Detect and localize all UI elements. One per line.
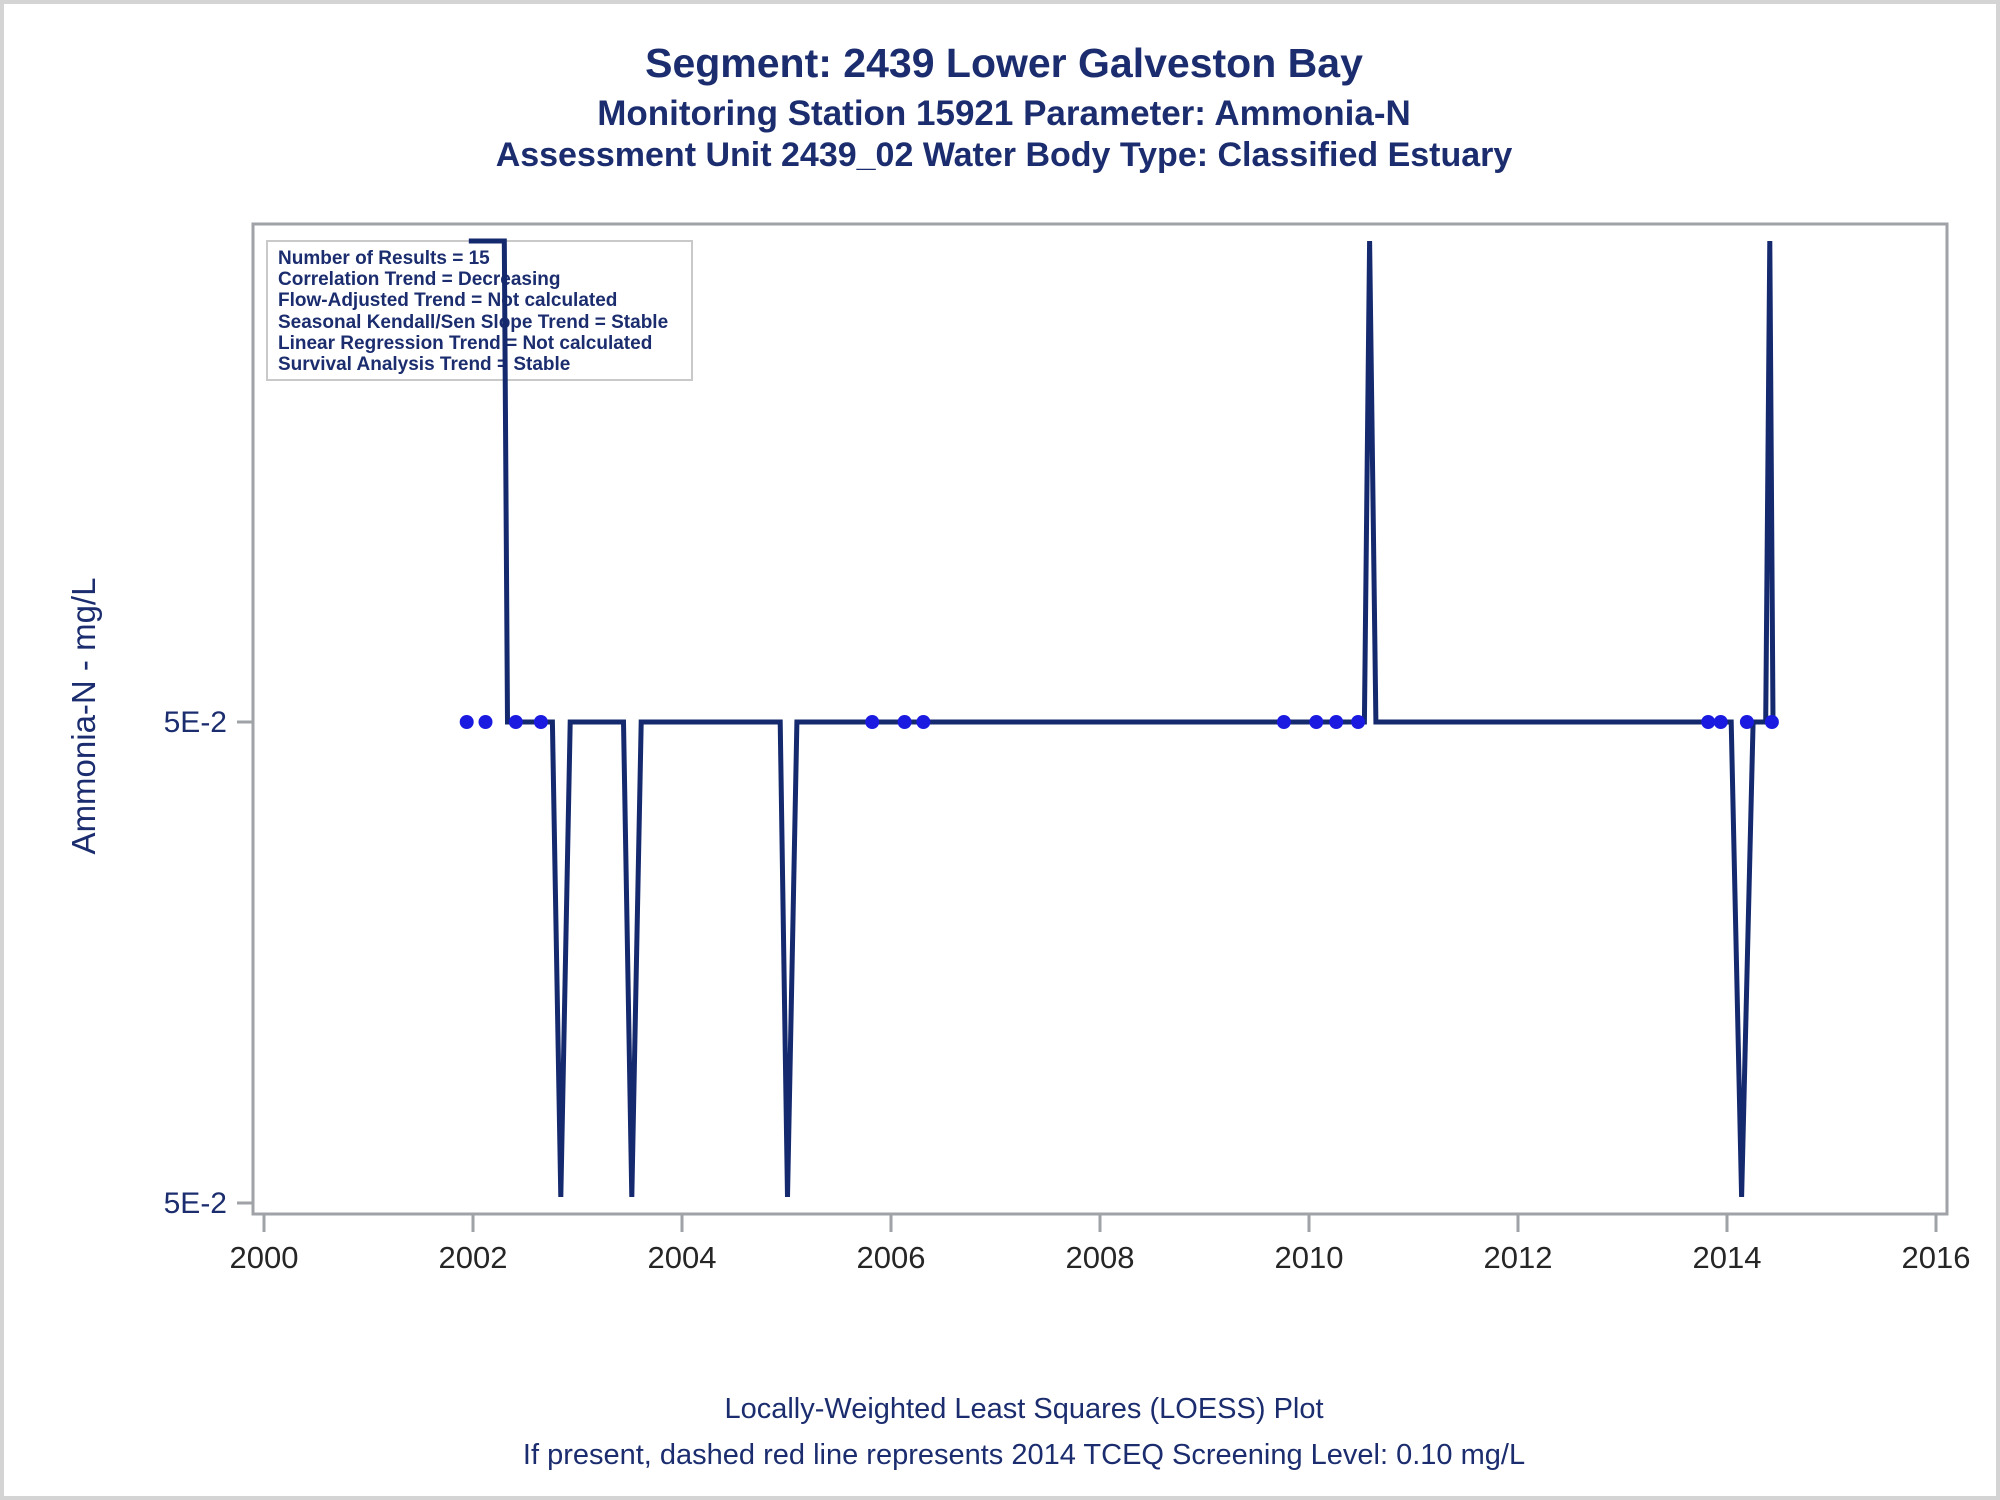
plot-area: 2000 2002 2004 2006 2008 2010 2012 2014 2016 5E-2… — [164, 222, 1971, 1275]
x-tick-label: 2010 — [1275, 1240, 1344, 1275]
stats-line-correlation-trend: Correlation Trend = Decreasing — [278, 269, 561, 291]
data-point-marker — [1739, 715, 1754, 729]
loess-line — [468, 238, 1776, 1198]
stats-line-seasonal-kendall-trend: Seasonal Kendall/Sen Slope Trend = Stabl… — [278, 311, 669, 333]
y-tick-label: 5E-2 — [164, 706, 227, 739]
data-point-marker — [533, 715, 548, 729]
y-axis-title: Ammonia-N - mg/L — [65, 577, 102, 855]
stats-line-flow-adjusted-trend: Flow-Adjusted Trend = Not calculated — [278, 290, 618, 312]
data-point-marker — [1701, 715, 1716, 729]
x-tick-label: 2016 — [1902, 1240, 1971, 1275]
footer-loess-note: Locally-Weighted Least Squares (LOESS) P… — [724, 1393, 1324, 1425]
x-tick-label: 2014 — [1693, 1240, 1762, 1275]
data-point-marker — [1351, 715, 1366, 729]
x-tick-label: 2004 — [648, 1240, 717, 1275]
data-point-marker — [897, 715, 912, 729]
trend-stats-box: Number of Results = 15 Correlation Trend… — [266, 240, 693, 381]
data-point-marker — [478, 715, 493, 729]
x-tick-label: 2008 — [1066, 1240, 1135, 1275]
data-point-marker — [459, 715, 474, 729]
data-point-marker — [865, 715, 880, 729]
stats-line-survival-analysis-trend: Survival Analysis Trend = Stable — [278, 354, 571, 376]
stats-line-linear-regression-trend: Linear Regression Trend = Not calculated — [278, 332, 653, 354]
x-tick-label: 2002 — [439, 1240, 508, 1275]
stats-line-number-of-results: Number of Results = 15 — [278, 248, 490, 269]
x-tick-label: 2012 — [1484, 1240, 1553, 1275]
footer-screening-note: If present, dashed red line represents 2… — [522, 1439, 1526, 1471]
data-point-marker — [1329, 715, 1344, 729]
data-point-marker — [1309, 715, 1324, 729]
data-point-marker — [1764, 715, 1779, 729]
x-tick-label: 2006 — [857, 1240, 926, 1275]
chart-subtitle-assessment: Assessment Unit 2439_02 Water Body Type:… — [495, 136, 1513, 174]
data-point-marker — [916, 715, 931, 729]
y-tick-label: 5E-2 — [164, 1187, 227, 1220]
chart-subtitle-station: Monitoring Station 15921 Parameter: Ammo… — [597, 94, 1411, 133]
data-point-marker — [508, 715, 523, 729]
chart-title: Segment: 2439 Lower Galveston Bay — [645, 40, 1363, 86]
data-point-marker — [1276, 715, 1291, 729]
x-tick-label: 2000 — [230, 1240, 299, 1275]
data-point-marker — [1713, 715, 1728, 729]
